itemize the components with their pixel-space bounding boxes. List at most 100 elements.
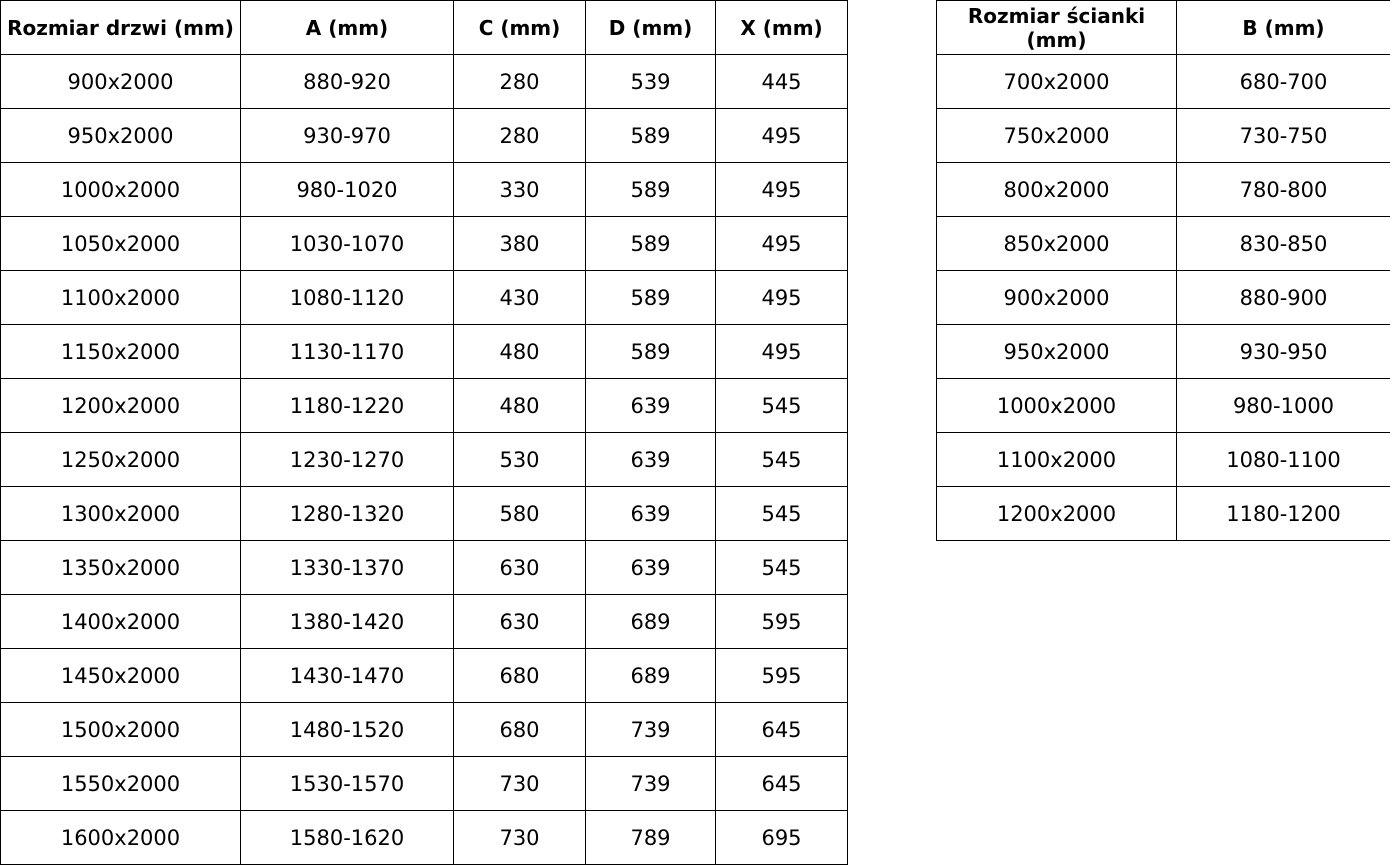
table-cell: 739	[585, 756, 716, 811]
table-cell: 900x2000	[0, 54, 241, 109]
table-cell: 589	[585, 162, 716, 217]
table-cell: 1200x2000	[936, 486, 1177, 541]
column-header: B (mm)	[1176, 0, 1390, 55]
table-row: 1400x2000 1380-1420 630 689 595	[0, 594, 848, 649]
table-cell: 750x2000	[936, 108, 1177, 163]
table-cell: 730-750	[1176, 108, 1390, 163]
table-cell: 1580-1620	[240, 810, 454, 865]
table-row: 1100x2000 1080-1120 430 589 495	[0, 270, 848, 325]
table-cell: 730	[453, 810, 586, 865]
table-cell: 545	[715, 432, 848, 487]
table-cell: 495	[715, 162, 848, 217]
table-row: 850x2000 830-850	[936, 216, 1390, 271]
table-cell: 589	[585, 216, 716, 271]
table-cell: 1250x2000	[0, 432, 241, 487]
table-cell: 589	[585, 324, 716, 379]
table-row: 1200x2000 1180-1220 480 639 545	[0, 378, 848, 433]
table-cell: 700x2000	[936, 54, 1177, 109]
table-cell: 1230-1270	[240, 432, 454, 487]
table-cell: 1600x2000	[0, 810, 241, 865]
table-cell: 1000x2000	[0, 162, 241, 217]
column-header: D (mm)	[585, 0, 716, 55]
table-cell: 480	[453, 378, 586, 433]
table-row: 1100x2000 1080-1100	[936, 432, 1390, 487]
table-row: 1250x2000 1230-1270 530 639 545	[0, 432, 848, 487]
table-row: 1200x2000 1180-1200	[936, 486, 1390, 541]
table-cell: 730	[453, 756, 586, 811]
table-cell: 545	[715, 540, 848, 595]
table-cell: 280	[453, 108, 586, 163]
table-cell: 850x2000	[936, 216, 1177, 271]
table-cell: 495	[715, 216, 848, 271]
table-row: 1050x2000 1030-1070 380 589 495	[0, 216, 848, 271]
table-cell: 639	[585, 432, 716, 487]
table-cell: 1200x2000	[0, 378, 241, 433]
table-cell: 589	[585, 270, 716, 325]
table-cell: 1350x2000	[0, 540, 241, 595]
table-cell: 1480-1520	[240, 702, 454, 757]
table-cell: 780-800	[1176, 162, 1390, 217]
table-cell: 1150x2000	[0, 324, 241, 379]
table-cell: 330	[453, 162, 586, 217]
table-cell: 950x2000	[0, 108, 241, 163]
table-cell: 530	[453, 432, 586, 487]
table-cell: 1130-1170	[240, 324, 454, 379]
table-row: 1000x2000 980-1000	[936, 378, 1390, 433]
table-header-row: Rozmiar ścianki (mm) B (mm)	[936, 0, 1390, 55]
table-cell: 1100x2000	[936, 432, 1177, 487]
column-header: X (mm)	[715, 0, 848, 55]
table-cell: 680	[453, 702, 586, 757]
table-cell: 1500x2000	[0, 702, 241, 757]
table-row: 1300x2000 1280-1320 580 639 545	[0, 486, 848, 541]
table-cell: 539	[585, 54, 716, 109]
table-row: 950x2000 930-970 280 589 495	[0, 108, 848, 163]
wall-size-table: Rozmiar ścianki (mm) B (mm) 700x2000 680-7…	[936, 0, 1390, 541]
table-cell: 380	[453, 216, 586, 271]
table-cell: 680	[453, 648, 586, 703]
table-cell: 445	[715, 54, 848, 109]
table-cell: 930-970	[240, 108, 454, 163]
table-cell: 800x2000	[936, 162, 1177, 217]
table-cell: 1550x2000	[0, 756, 241, 811]
table-row: 1000x2000 980-1020 330 589 495	[0, 162, 848, 217]
table-cell: 495	[715, 108, 848, 163]
table-row: 800x2000 780-800	[936, 162, 1390, 217]
table-cell: 630	[453, 540, 586, 595]
table-cell: 1080-1120	[240, 270, 454, 325]
table-cell: 880-900	[1176, 270, 1390, 325]
table-row: 750x2000 730-750	[936, 108, 1390, 163]
table-cell: 645	[715, 756, 848, 811]
column-header: Rozmiar drzwi (mm)	[0, 0, 241, 55]
table-cell: 595	[715, 648, 848, 703]
table-row: 900x2000 880-900	[936, 270, 1390, 325]
table-row: 700x2000 680-700	[936, 54, 1390, 109]
table-cell: 930-950	[1176, 324, 1390, 379]
table-cell: 645	[715, 702, 848, 757]
table-cell: 580	[453, 486, 586, 541]
table-row: 1350x2000 1330-1370 630 639 545	[0, 540, 848, 595]
table-header-row: Rozmiar drzwi (mm) A (mm) C (mm) D (mm) X (m…	[0, 0, 848, 55]
table-cell: 1080-1100	[1176, 432, 1390, 487]
column-header: Rozmiar ścianki (mm)	[936, 0, 1177, 55]
column-header: C (mm)	[453, 0, 586, 55]
table-cell: 589	[585, 108, 716, 163]
table-cell: 545	[715, 378, 848, 433]
column-header: A (mm)	[240, 0, 454, 55]
table-cell: 1380-1420	[240, 594, 454, 649]
table-cell: 950x2000	[936, 324, 1177, 379]
table-cell: 830-850	[1176, 216, 1390, 271]
table-cell: 1400x2000	[0, 594, 241, 649]
table-cell: 1000x2000	[936, 378, 1177, 433]
table-row: 1600x2000 1580-1620 730 789 695	[0, 810, 848, 865]
table-cell: 1180-1200	[1176, 486, 1390, 541]
table-cell: 1530-1570	[240, 756, 454, 811]
table-cell: 1330-1370	[240, 540, 454, 595]
table-cell: 1430-1470	[240, 648, 454, 703]
table-row: 1550x2000 1530-1570 730 739 645	[0, 756, 848, 811]
table-cell: 639	[585, 486, 716, 541]
table-cell: 280	[453, 54, 586, 109]
table-cell: 639	[585, 378, 716, 433]
table-cell: 595	[715, 594, 848, 649]
table-cell: 680-700	[1176, 54, 1390, 109]
table-cell: 1180-1220	[240, 378, 454, 433]
